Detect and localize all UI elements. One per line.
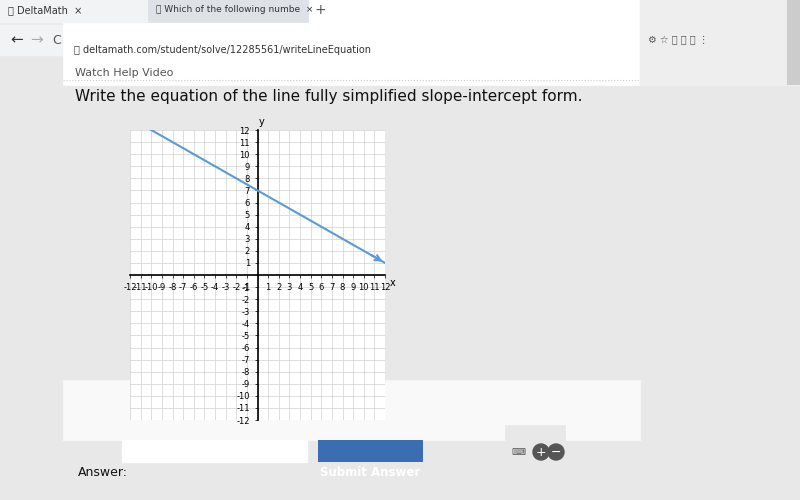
Text: Submit Answer: Submit Answer	[320, 466, 420, 479]
Bar	[640, 0, 800, 85]
Text: +: +	[536, 446, 546, 458]
Bar	[122, 440, 307, 462]
Text: +: +	[315, 3, 326, 17]
Bar	[787, 0, 800, 85]
Bar	[0, 25, 800, 55]
Bar	[318, 440, 423, 462]
Text: ⌨: ⌨	[511, 447, 525, 457]
Text: ⬜ DeltaMath  ×: ⬜ DeltaMath ×	[8, 5, 82, 15]
Text: ←: ←	[10, 32, 22, 48]
Circle shape	[548, 444, 564, 460]
Text: y: y	[259, 116, 265, 126]
Text: ⚙ ☆ 👤 🧩 🎵 ⋮: ⚙ ☆ 👤 🧩 🎵 ⋮	[648, 35, 709, 45]
Text: Watch Help Video: Watch Help Video	[75, 68, 174, 78]
Text: −: −	[550, 446, 562, 458]
Bar	[68, 40, 628, 60]
Bar	[148, 0, 308, 22]
Text: C: C	[52, 34, 61, 46]
Bar	[63, 0, 640, 85]
Bar	[63, 380, 640, 440]
Bar	[0, 0, 148, 22]
Bar	[505, 425, 565, 443]
Text: Write the equation of the line fully simplified slope-intercept form.: Write the equation of the line fully sim…	[75, 88, 582, 104]
Text: 🔒 deltamath.com/student/solve/12285561/writeLineEquation: 🔒 deltamath.com/student/solve/12285561/w…	[74, 45, 371, 55]
Text: →: →	[30, 32, 42, 48]
Circle shape	[533, 444, 549, 460]
Text: Answer:: Answer:	[78, 466, 128, 478]
Text: x: x	[390, 278, 395, 288]
Text: ⬜ Which of the following numbe  ×: ⬜ Which of the following numbe ×	[156, 6, 314, 15]
